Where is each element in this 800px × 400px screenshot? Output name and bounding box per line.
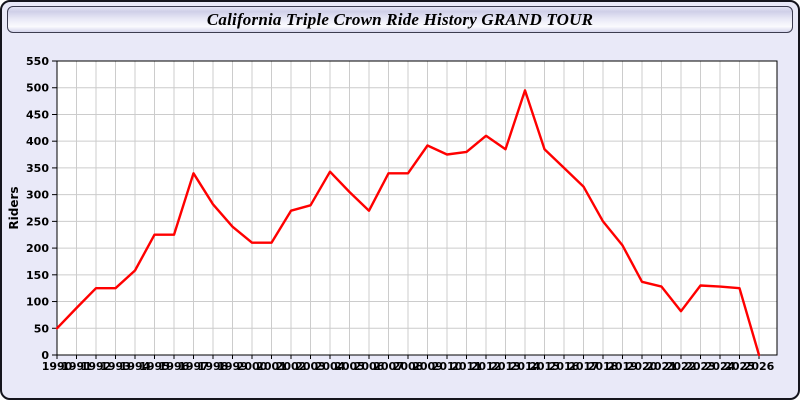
svg-text:2013: 2013 [490, 360, 521, 373]
svg-text:2022: 2022 [666, 360, 697, 373]
svg-text:1993: 1993 [100, 360, 131, 373]
svg-text:2026: 2026 [744, 360, 775, 373]
svg-text:2023: 2023 [685, 360, 716, 373]
svg-text:2010: 2010 [432, 360, 463, 373]
svg-text:550: 550 [26, 55, 49, 68]
svg-text:150: 150 [26, 269, 49, 282]
svg-text:50: 50 [34, 322, 50, 335]
plot-border [56, 60, 778, 356]
svg-text:2000: 2000 [237, 360, 268, 373]
y-axis-labels: 0 50 100 150 200 250 300 350 400 450 500 550 [26, 55, 49, 362]
svg-text:1996: 1996 [159, 360, 190, 373]
svg-text:400: 400 [26, 135, 49, 148]
svg-text:2017: 2017 [568, 360, 599, 373]
svg-text:1990: 1990 [42, 360, 73, 373]
svg-text:2012: 2012 [471, 360, 502, 373]
svg-text:2002: 2002 [276, 360, 307, 373]
svg-text:2006: 2006 [354, 360, 385, 373]
svg-text:2018: 2018 [588, 360, 619, 373]
svg-text:500: 500 [26, 82, 49, 95]
svg-text:350: 350 [26, 162, 49, 175]
axis-ticks [52, 60, 760, 359]
svg-text:100: 100 [26, 296, 49, 309]
svg-text:2016: 2016 [549, 360, 580, 373]
svg-text:2005: 2005 [334, 360, 365, 373]
svg-text:2007: 2007 [373, 360, 404, 373]
svg-text:2003: 2003 [295, 360, 326, 373]
svg-text:2014: 2014 [510, 360, 541, 373]
riders-series-line [55, 89, 761, 357]
svg-text:1991: 1991 [61, 360, 92, 373]
grid-lines [57, 61, 777, 355]
svg-text:2008: 2008 [393, 360, 424, 373]
svg-text:2019: 2019 [607, 360, 638, 373]
svg-text:2009: 2009 [412, 360, 443, 373]
svg-text:2025: 2025 [724, 360, 755, 373]
svg-text:0: 0 [41, 349, 49, 362]
svg-text:2004: 2004 [315, 360, 346, 373]
svg-text:1998: 1998 [198, 360, 229, 373]
svg-text:2024: 2024 [705, 360, 736, 373]
svg-text:1999: 1999 [217, 360, 248, 373]
svg-text:1994: 1994 [120, 360, 151, 373]
svg-text:450: 450 [26, 108, 49, 121]
y-axis-title: Riders [7, 186, 21, 229]
x-axis-labels: 1990199119921993199419951996199719981999… [42, 360, 775, 373]
svg-text:2011: 2011 [451, 360, 482, 373]
svg-text:300: 300 [26, 189, 49, 202]
svg-text:1995: 1995 [139, 360, 170, 373]
svg-text:2020: 2020 [627, 360, 658, 373]
svg-text:1997: 1997 [178, 360, 209, 373]
svg-text:250: 250 [26, 215, 49, 228]
svg-text:2021: 2021 [646, 360, 677, 373]
svg-text:2001: 2001 [256, 360, 287, 373]
chart-title: California Triple Crown Ride History GRA… [7, 6, 793, 33]
svg-text:2015: 2015 [529, 360, 560, 373]
svg-text:200: 200 [26, 242, 49, 255]
plot-area [57, 61, 777, 355]
svg-text:1992: 1992 [81, 360, 112, 373]
